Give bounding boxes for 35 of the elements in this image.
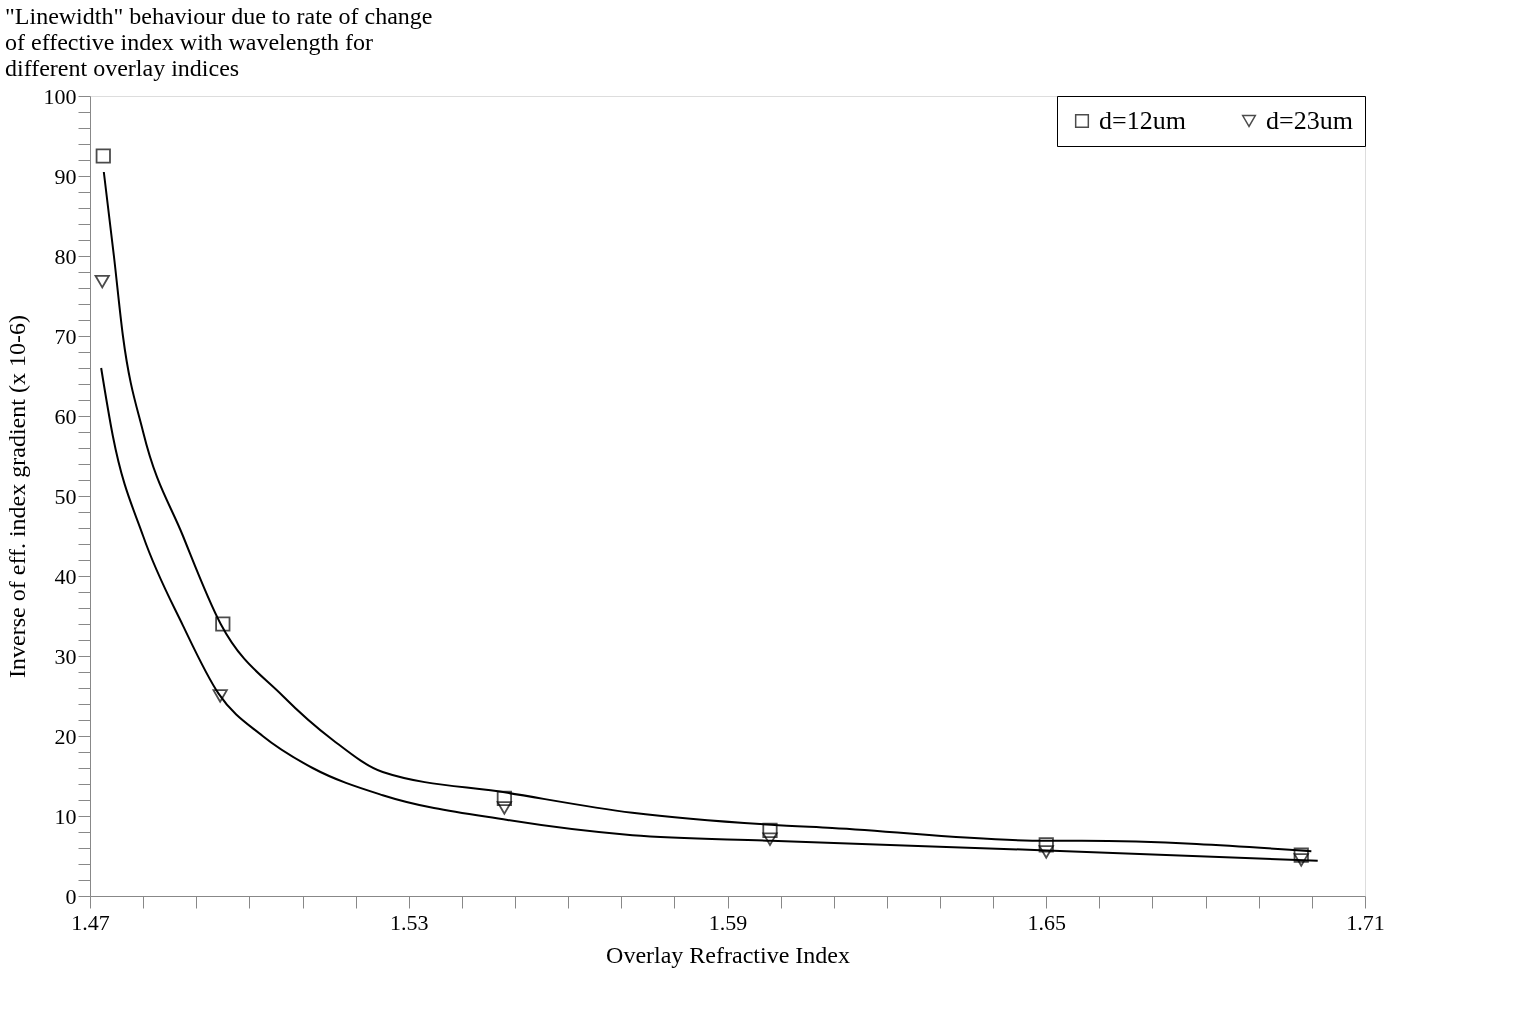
y-tick-label: 70 (54, 323, 77, 349)
y-axis-title: Inverse of eff. index gradient (x 10-6) (3, 315, 30, 678)
x-tick-label: 1.65 (1027, 909, 1066, 935)
y-tick-label: 90 (54, 163, 77, 189)
y-tick-label: 60 (54, 403, 77, 429)
text: of effective index with wavelength for (5, 29, 374, 55)
x-tick-label: 1.47 (71, 909, 110, 935)
x-tick-label: 1.59 (708, 909, 748, 935)
y-tick-label: 40 (54, 563, 77, 589)
legend-label: d=12um (1099, 106, 1186, 135)
point (1038, 845, 1054, 859)
y-tick-label: 10 (54, 803, 77, 829)
point (496, 801, 512, 815)
x-tick-label: 1.71 (1346, 909, 1385, 935)
point (95, 148, 111, 164)
y-tick-label: 80 (54, 243, 77, 269)
point (215, 616, 231, 632)
y-tick-label: 0 (65, 883, 77, 909)
point (1038, 837, 1054, 853)
point (1293, 853, 1309, 867)
y-tick-label: 100 (43, 83, 77, 109)
point (1293, 847, 1309, 863)
x-tick-label: 1.53 (390, 909, 429, 935)
y-tick-label: 50 (54, 483, 77, 509)
point (212, 689, 228, 703)
legend-label: d=23um (1266, 106, 1353, 135)
y-tick-label: 30 (54, 643, 77, 669)
point (496, 790, 512, 807)
point (94, 274, 110, 289)
point (762, 822, 778, 839)
point (762, 832, 778, 846)
y-tick-label: 20 (54, 723, 77, 749)
text: "Linewidth" behaviour due to rate of change (5, 3, 433, 29)
x-axis-title: Overlay Refractive Index (606, 941, 850, 968)
text: different overlay indices (5, 55, 240, 81)
